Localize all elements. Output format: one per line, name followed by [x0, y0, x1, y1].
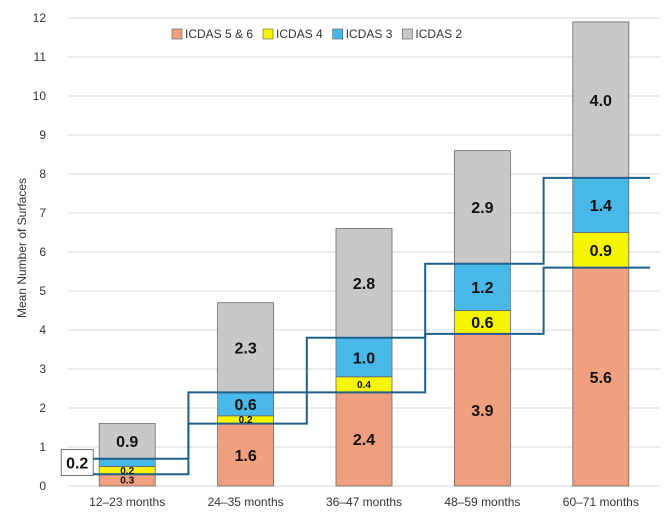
legend-swatch-icdas-4	[262, 28, 274, 40]
bar-icdas-5-6	[335, 391, 393, 487]
data-label: 5.6	[590, 370, 612, 387]
y-tick-label: 11	[34, 50, 47, 64]
data-label: 1.4	[590, 198, 612, 215]
bar-icdas-4	[572, 232, 630, 268]
bar-icdas-5-6	[572, 267, 630, 487]
bar-icdas-2	[217, 302, 275, 393]
y-tick-label: 8	[39, 167, 46, 181]
legend-background	[158, 24, 542, 44]
x-category-label: 24–35 months	[208, 495, 284, 509]
data-label: 4.0	[590, 93, 612, 110]
y-tick-label: 9	[39, 128, 46, 142]
x-category-label: 60–71 months	[563, 495, 639, 509]
data-label: 0.3	[120, 476, 134, 487]
legend-label: ICDAS 3	[346, 27, 393, 41]
legend-label: ICDAS 2	[415, 27, 462, 41]
data-label: 0.2	[120, 466, 134, 477]
y-tick-label: 12	[33, 11, 47, 25]
legend-swatch-icdas-2	[402, 28, 413, 40]
data-label: 2.8	[353, 276, 375, 293]
bar-icdas-2	[572, 21, 630, 179]
data-label: 1.6	[234, 448, 256, 465]
data-label: 0.6	[234, 397, 256, 414]
y-tick-label: 1	[39, 440, 46, 454]
y-tick-label: 5	[39, 284, 46, 298]
data-labels: 0.30.20.91.60.20.62.32.40.41.02.83.90.61…	[60, 93, 612, 487]
bar-icdas-2	[98, 423, 156, 460]
x-category-label: 12–23 months	[89, 495, 165, 509]
bar-icdas-3	[453, 263, 511, 311]
bar-icdas-5-6	[453, 333, 511, 487]
y-tick-label: 4	[39, 323, 46, 337]
x-axis-categories: 12–23 months 24–35 months 36–47 months 48–5…	[89, 495, 639, 509]
data-label: 0.4	[357, 380, 371, 391]
step-line	[93, 176, 650, 460]
y-tick-label: 7	[39, 206, 46, 220]
data-label: 2.4	[353, 432, 375, 449]
data-label: 2.3	[234, 341, 256, 358]
step-lines	[93, 176, 650, 476]
y-tick-label: 10	[33, 89, 47, 103]
legend-label: ICDAS 5 & 6	[185, 27, 253, 41]
y-tick-label: 0	[39, 479, 46, 493]
data-label: 3.9	[471, 403, 493, 420]
data-label: 0.9	[590, 243, 612, 260]
outside-data-label: 0.2	[66, 456, 88, 473]
bar-icdas-2	[335, 228, 393, 339]
legend: ICDAS 5 & 6 ICDAS 4 ICDAS 3 ICDAS 2	[158, 24, 542, 44]
data-label: 1.2	[471, 280, 493, 297]
y-axis-label: Mean Number of Surfaces	[15, 178, 29, 318]
outside-label-box	[60, 449, 94, 477]
y-tick-label: 6	[39, 245, 46, 259]
bars	[98, 21, 630, 487]
legend-label: ICDAS 4	[276, 27, 323, 41]
data-label: 0.6	[471, 315, 493, 332]
data-label: 1.0	[353, 350, 375, 367]
y-tick-label: 2	[39, 401, 46, 415]
data-label: 0.2	[239, 415, 253, 426]
bar-icdas-2	[453, 150, 511, 265]
y-tick-label: 3	[39, 362, 46, 376]
data-label: 2.9	[471, 200, 493, 217]
x-category-label: 36–47 months	[326, 495, 402, 509]
x-category-label: 48–59 months	[444, 495, 520, 509]
step-line	[93, 266, 650, 476]
data-label: 0.9	[116, 434, 138, 451]
legend-swatch-icdas-3	[332, 28, 344, 40]
bar-icdas-3	[572, 177, 630, 233]
legend-swatch-icdas-5-6	[171, 28, 183, 40]
